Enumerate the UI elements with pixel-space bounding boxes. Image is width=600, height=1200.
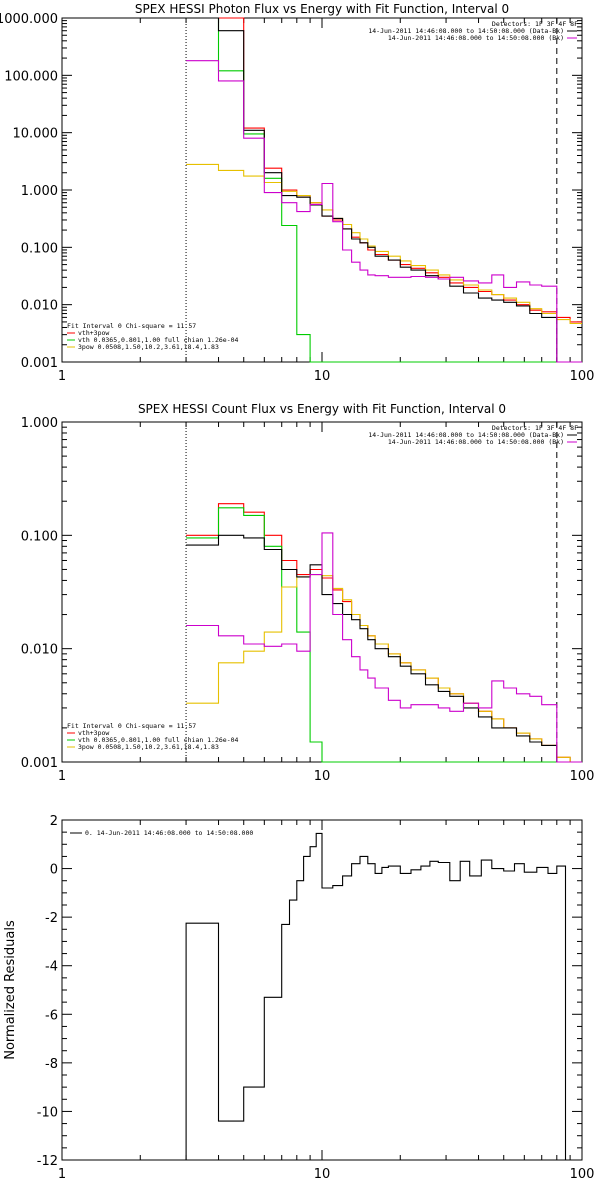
- y-tick-label: 0.001: [21, 756, 58, 771]
- x-tick-label: 100: [570, 769, 595, 784]
- y-axis-label: Normalized Residuals: [3, 920, 18, 1060]
- x-tick-label: 1: [58, 769, 66, 784]
- y-tick-label: 10.000: [13, 127, 59, 142]
- chart-title: SPEX HESSI Count Flux vs Energy with Fit…: [138, 402, 506, 416]
- count-flux-panel: 1 10 100 1.000 0.100 0.010 0.001 SPEX HESSI Cou…: [21, 402, 595, 784]
- detectors-label: Detectors: 1F 3F 4F 8F: [492, 20, 578, 28]
- x-tick-label: 10: [314, 1167, 331, 1182]
- y-tick-label: -6: [45, 1008, 58, 1023]
- y-tick-label: -8: [45, 1057, 58, 1072]
- y-tick-label: 2: [50, 814, 58, 829]
- y-tick-label: -2: [45, 911, 58, 926]
- y-tick-label: 0.010: [21, 299, 58, 314]
- fit-legend-label: 3pow 0.0508,1.50,10.2,3.61,18.4,1.83: [78, 743, 219, 751]
- detectors-label: Detectors: 1F 3F 4F 8F: [492, 424, 578, 432]
- series-3pow: [186, 163, 582, 325]
- series-bk: [186, 60, 582, 363]
- fit-legend-label: vth+3pow: [78, 729, 109, 737]
- time-range-label: 14-Jun-2011 14:46:08.000 to 14:50:08.000…: [388, 438, 564, 446]
- y-tick-label: 1000.000: [0, 12, 58, 27]
- residuals-panel: 1 10 100 2 0 -2 -4 -6 -8 -10 -12 0. 14-Jun-2011 14:…: [3, 814, 594, 1182]
- y-tick-label: 0.100: [21, 241, 58, 256]
- x-tick-label: 10: [314, 369, 331, 384]
- y-tick-label: -12: [37, 1154, 58, 1169]
- y-tick-label: 1.000: [21, 184, 58, 199]
- y-tick-label: 1.000: [21, 416, 58, 431]
- series-bk: [186, 532, 582, 763]
- y-tick-label: 0.100: [21, 529, 58, 544]
- x-tick-label: 100: [570, 369, 595, 384]
- y-tick-label: -4: [45, 960, 58, 975]
- y-tick-label: 0.010: [21, 643, 58, 658]
- time-range-label: 14-Jun-2011 14:46:08.000 to 14:50:08.000…: [368, 431, 564, 439]
- fit-legend-label: Fit Interval 0 Chi-square = 11.57: [67, 322, 196, 330]
- y-tick-label: 0.001: [21, 356, 58, 371]
- x-tick-label: 10: [314, 769, 331, 784]
- chart-title: SPEX HESSI Photon Flux vs Energy with Fi…: [135, 2, 509, 16]
- time-range-label: 14-Jun-2011 14:46:08.000 to 14:50:08.000…: [388, 34, 564, 42]
- y-tick-label: -10: [37, 1105, 58, 1120]
- x-tick-label: 100: [570, 1167, 595, 1182]
- y-tick-label: 0: [50, 863, 58, 878]
- y-tick-label: 100.000: [4, 69, 58, 84]
- photon-flux-panel: 1 10 100 1000.000 100.000 10.000 1.000 0.100 0.0…: [0, 2, 594, 384]
- series-data-bk: [186, 17, 582, 363]
- time-range-label: 14-Jun-2011 14:46:08.000 to 14:50:08.000…: [368, 27, 564, 35]
- fit-legend-label: vth 0.0365,0.801,1.00 full chian 1.26e-0…: [78, 336, 239, 344]
- fit-legend-label: Fit Interval 0 Chi-square = 11.57: [67, 722, 196, 730]
- fit-legend-label: vth 0.0365,0.801,1.00 full chian 1.26e-0…: [78, 736, 239, 744]
- fit-legend-label: vth+3pow: [78, 329, 109, 337]
- x-tick-label: 1: [58, 369, 66, 384]
- residual-legend-label: 0. 14-Jun-2011 14:46:08.000 to 14:50:08.…: [85, 829, 253, 837]
- fit-legend-label: 3pow 0.0508,1.50,10.2,3.61,18.4,1.83: [78, 343, 219, 351]
- series-data-bk: [186, 534, 582, 763]
- x-tick-label: 1: [58, 1167, 66, 1182]
- residuals-series: [185, 832, 567, 1160]
